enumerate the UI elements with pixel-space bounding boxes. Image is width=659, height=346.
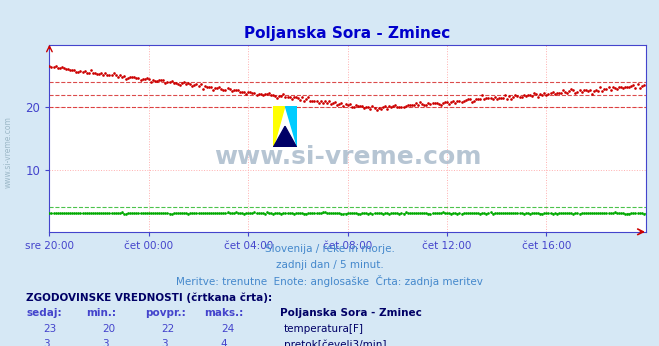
Text: Meritve: trenutne  Enote: anglosaške  Črta: zadnja meritev: Meritve: trenutne Enote: anglosaške Črta… xyxy=(176,275,483,287)
Text: min.:: min.: xyxy=(86,308,116,318)
Text: maks.:: maks.: xyxy=(204,308,244,318)
Title: Poljanska Sora - Zminec: Poljanska Sora - Zminec xyxy=(244,26,451,41)
Text: www.si-vreme.com: www.si-vreme.com xyxy=(3,116,13,188)
Text: 20: 20 xyxy=(102,324,115,334)
Text: 3: 3 xyxy=(102,339,109,346)
Text: pretok[čevelj3/min]: pretok[čevelj3/min] xyxy=(284,339,387,346)
Text: zadnji dan / 5 minut.: zadnji dan / 5 minut. xyxy=(275,260,384,270)
Text: 22: 22 xyxy=(161,324,175,334)
Text: ZGODOVINSKE VREDNOSTI (črtkana črta):: ZGODOVINSKE VREDNOSTI (črtkana črta): xyxy=(26,292,272,303)
Text: 4: 4 xyxy=(221,339,227,346)
Polygon shape xyxy=(273,126,297,147)
Polygon shape xyxy=(285,106,297,147)
Text: 23: 23 xyxy=(43,324,56,334)
Text: 3: 3 xyxy=(43,339,49,346)
Text: 24: 24 xyxy=(221,324,234,334)
Text: Poljanska Sora - Zminec: Poljanska Sora - Zminec xyxy=(280,308,422,318)
Text: Slovenija / reke in morje.: Slovenija / reke in morje. xyxy=(264,244,395,254)
Polygon shape xyxy=(273,106,285,147)
Text: povpr.:: povpr.: xyxy=(145,308,186,318)
Text: 3: 3 xyxy=(161,339,168,346)
Text: www.si-vreme.com: www.si-vreme.com xyxy=(214,145,481,169)
Text: temperatura[F]: temperatura[F] xyxy=(284,324,364,334)
Text: sedaj:: sedaj: xyxy=(26,308,62,318)
